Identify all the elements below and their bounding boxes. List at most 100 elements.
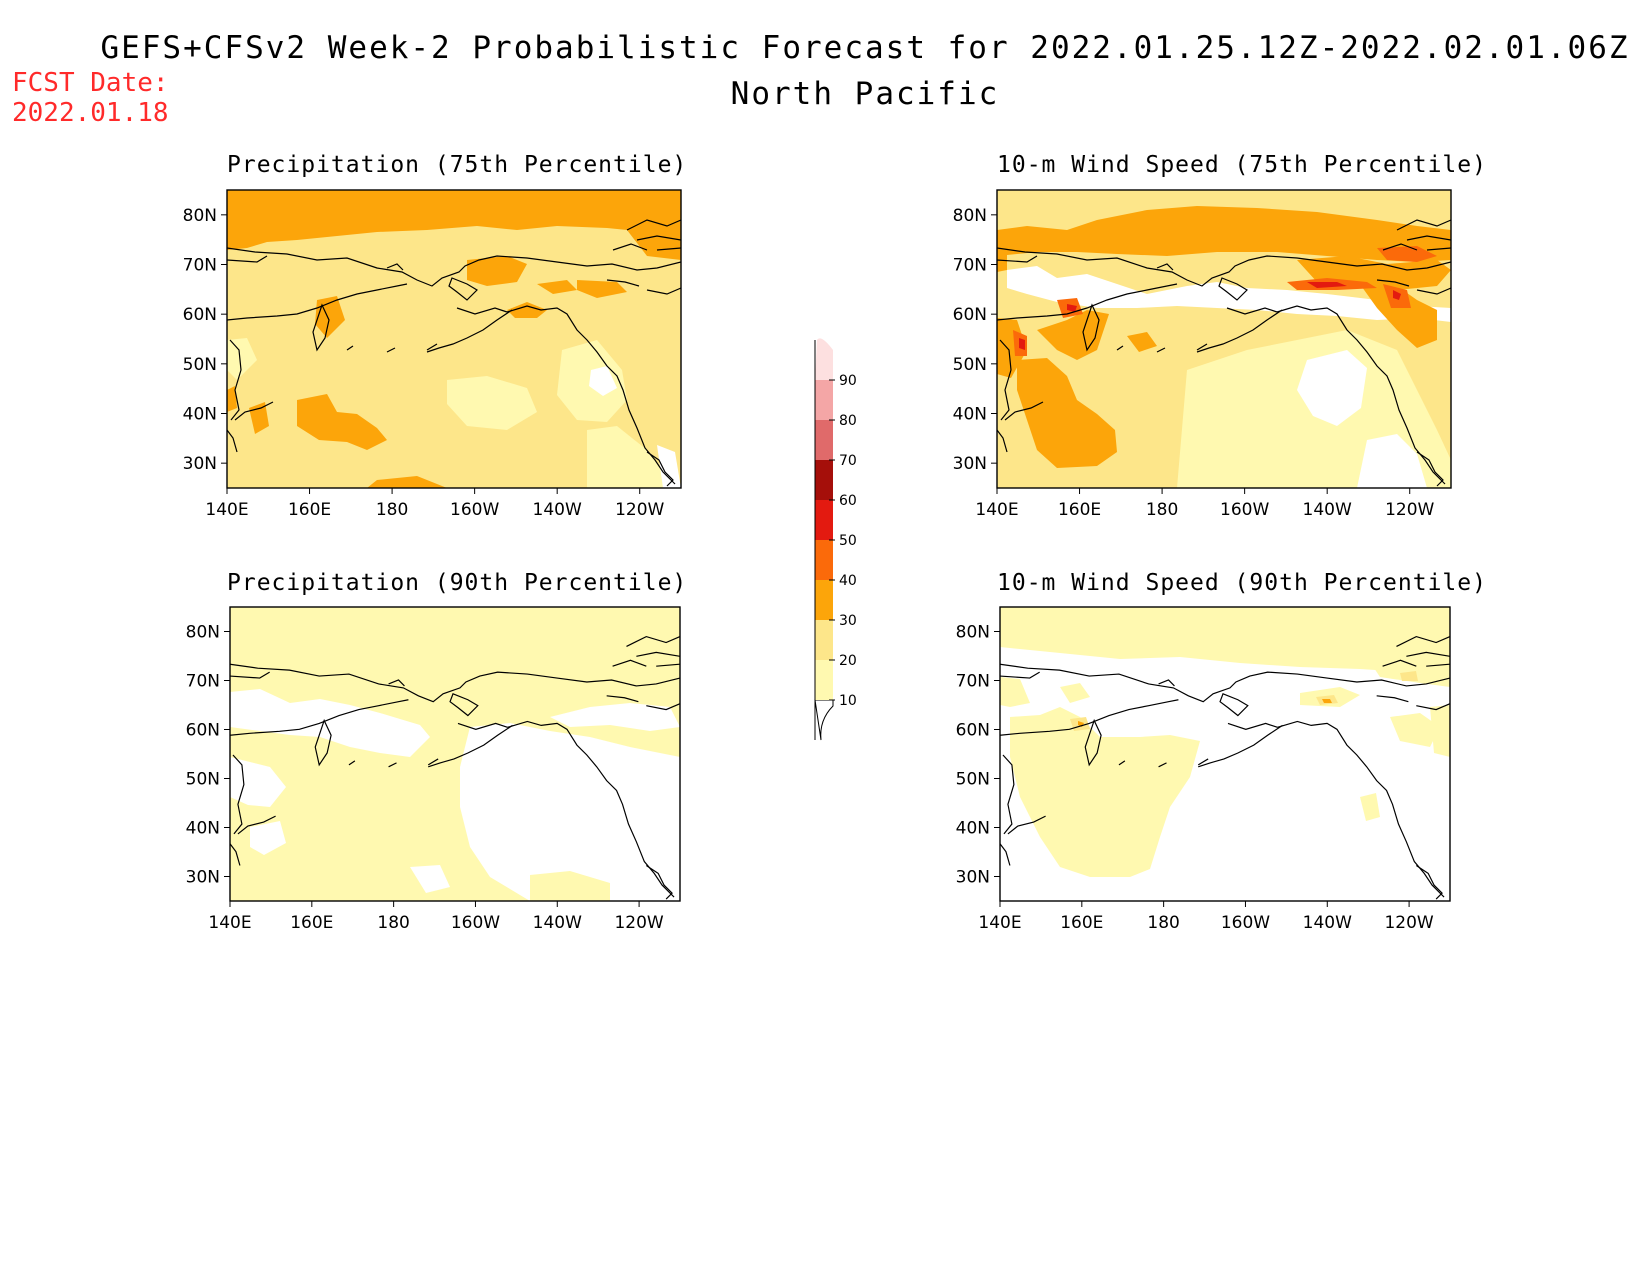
shaded-region xyxy=(1000,677,1030,707)
colorbar-bin xyxy=(815,460,833,500)
lon-tick-label: 180 xyxy=(376,500,408,520)
lat-tick-label: 40N xyxy=(183,405,217,425)
lat-tick-label: 80N xyxy=(956,623,990,643)
lat-tick-label: 50N xyxy=(953,355,987,375)
colorbar-bin xyxy=(815,500,833,540)
colorbar-bin xyxy=(815,380,833,420)
shaded-region xyxy=(1067,304,1077,312)
shaded-region xyxy=(297,394,387,450)
map-panel-precip-75: 80N 70N 60N 50N 40N 30N 140E 160E 180 160W 140W 120… xyxy=(183,189,682,520)
colorbar-tick-label: 20 xyxy=(839,653,857,669)
lat-tick-label: 60N xyxy=(186,721,220,741)
colorbar-bin xyxy=(815,420,833,460)
lon-tick-label: 180 xyxy=(1147,913,1179,933)
colorbar-tick-label: 10 xyxy=(839,693,857,709)
colorbar-tick-label: 80 xyxy=(839,413,857,429)
shaded-region xyxy=(1127,332,1157,352)
colorbar-bin xyxy=(815,338,833,380)
map-frame xyxy=(226,189,682,489)
shaded-region xyxy=(577,280,627,298)
shaded-region xyxy=(230,757,286,807)
lon-tick-label: 140E xyxy=(205,500,248,520)
lon-tick-label: 160W xyxy=(451,913,500,933)
map-frame xyxy=(999,606,1451,902)
lat-tick-label: 40N xyxy=(956,819,990,839)
lon-tick-label: 160W xyxy=(1220,500,1269,520)
colorbar-tick-label: 30 xyxy=(839,613,857,629)
panel-title-wind-90: 10-m Wind Speed (90th Percentile) xyxy=(997,570,1487,596)
lat-tick-label: 30N xyxy=(953,454,987,474)
lat-tick-label: 60N xyxy=(183,305,217,325)
shaded-region xyxy=(1357,280,1437,348)
colorbar-bin xyxy=(815,580,833,620)
colorbar-tick-label: 60 xyxy=(839,493,857,509)
fcst-date-value: 2022.01.18 xyxy=(12,98,169,128)
colorbar-bin xyxy=(815,620,833,660)
map-frame xyxy=(996,189,1452,489)
shaded-region xyxy=(1010,707,1200,877)
region-subtitle: North Pacific xyxy=(730,76,1000,112)
lon-tick-label: 180 xyxy=(1146,500,1178,520)
shaded-region xyxy=(227,386,237,412)
lon-tick-label: 140W xyxy=(1303,500,1352,520)
shaded-region xyxy=(1307,282,1347,288)
lon-tick-label: 140E xyxy=(978,913,1021,933)
lon-tick-label: 120W xyxy=(1384,913,1433,933)
lon-tick-label: 180 xyxy=(377,913,409,933)
shaded-region xyxy=(1377,246,1437,262)
lon-tick-label: 140W xyxy=(533,500,582,520)
lat-tick-label: 60N xyxy=(956,721,990,741)
lat-tick-label: 80N xyxy=(183,206,217,226)
shaded-region xyxy=(460,723,680,901)
colorbar-tick-label: 90 xyxy=(839,373,857,389)
shaded-region xyxy=(997,206,1451,262)
lon-tick-label: 160E xyxy=(1060,913,1103,933)
map-panel-wind-90: 80N 70N 60N 50N 40N 30N 140E 160E 180 160W 140W 120… xyxy=(956,606,1451,933)
shaded-region xyxy=(537,280,577,294)
shaded-region xyxy=(530,871,610,901)
lon-tick-label: 160E xyxy=(290,913,333,933)
lon-tick-label: 160W xyxy=(1221,913,1270,933)
shaded-region xyxy=(1360,793,1380,821)
shaded-region xyxy=(507,302,547,318)
shaded-region xyxy=(1360,643,1450,687)
shaded-region xyxy=(1393,290,1401,300)
lon-tick-label: 120W xyxy=(1385,500,1434,520)
lat-tick-label: 50N xyxy=(956,770,990,790)
lat-tick-label: 70N xyxy=(953,256,987,276)
lon-tick-label: 160E xyxy=(288,500,331,520)
lon-tick-label: 160W xyxy=(450,500,499,520)
lat-tick-label: 50N xyxy=(186,770,220,790)
colorbar-tick-label: 40 xyxy=(839,573,857,589)
lat-tick-label: 50N xyxy=(183,355,217,375)
colorbar-low-end xyxy=(814,699,834,741)
shaded-region xyxy=(467,256,527,286)
shaded-region xyxy=(657,445,681,488)
lat-tick-label: 30N xyxy=(183,454,217,474)
map-panel-precip-90: 80N 70N 60N 50N 40N 30N 140E 160E 180 160W 140W 120… xyxy=(186,606,681,933)
panel-title-wind-75: 10-m Wind Speed (75th Percentile) xyxy=(997,152,1487,178)
lat-tick-label: 30N xyxy=(186,868,220,888)
lat-tick-label: 40N xyxy=(953,405,987,425)
shaded-region xyxy=(410,865,450,893)
map-panel-wind-75: 80N 70N 60N 50N 40N 30N 140E 160E 180 160W 140W 120… xyxy=(953,189,1452,520)
panel-title-precip-75: Precipitation (75th Percentile) xyxy=(227,152,688,178)
shaded-region xyxy=(230,689,430,757)
lon-tick-label: 140W xyxy=(533,913,582,933)
shaded-region xyxy=(1390,713,1440,747)
lon-tick-label: 120W xyxy=(614,913,663,933)
lon-tick-label: 140E xyxy=(975,500,1018,520)
shaded-region xyxy=(550,703,680,731)
shaded-region xyxy=(589,366,617,396)
shaded-region xyxy=(367,476,447,488)
map-frame xyxy=(229,606,681,902)
lat-tick-label: 40N xyxy=(186,819,220,839)
shaded-region xyxy=(587,426,675,488)
shaded-region xyxy=(1297,350,1367,426)
colorbar-tick-label: 50 xyxy=(839,533,857,549)
shaded-region xyxy=(250,821,286,855)
shaded-region xyxy=(1322,699,1332,703)
lon-tick-label: 140W xyxy=(1303,913,1352,933)
shaded-region xyxy=(627,220,681,260)
